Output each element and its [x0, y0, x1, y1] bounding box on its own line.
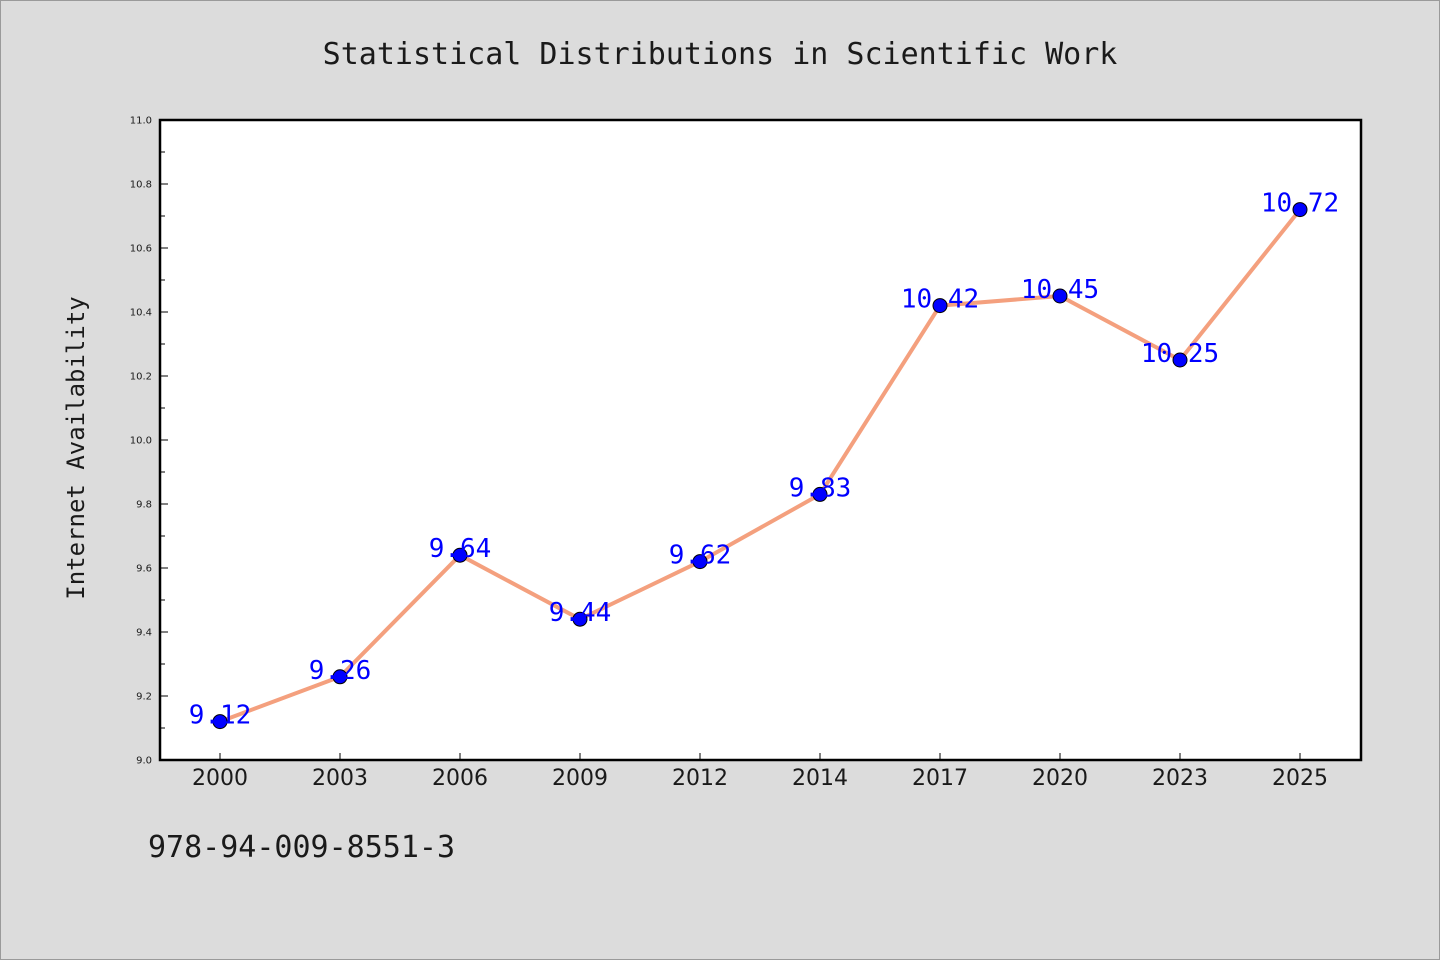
- y-tick-label: 10.4: [130, 308, 152, 319]
- data-label: 9.64: [429, 534, 492, 564]
- data-point: [1052, 288, 1068, 304]
- y-tick-label: 10.2: [130, 372, 152, 383]
- x-tick-label: 2003: [312, 766, 368, 791]
- series-line-group: [218, 207, 1302, 724]
- y-tick-label: 10.8: [130, 180, 152, 191]
- x-axis-ticks: 2000 2003 2006 2009 2012 2014 2017 2020 2023 2025: [192, 753, 1328, 791]
- data-label: 10.45: [1021, 275, 1099, 305]
- y-tick-label: 9.2: [136, 692, 152, 703]
- plot-area: [158, 118, 1363, 762]
- chart-title: Statistical Distributions in Scientific …: [323, 37, 1118, 72]
- x-tick-label: 2014: [792, 766, 848, 791]
- data-label: 10.25: [1141, 339, 1219, 369]
- data-point: [812, 486, 828, 502]
- data-labels: 9.12 9.26 9.64 9.44 9.62 9.83 10.42 10.45 10.25 1…: [189, 189, 1339, 731]
- x-tick-label: 2023: [1152, 766, 1208, 791]
- y-tick-label: 10.0: [130, 436, 152, 447]
- y-tick-label: 9.4: [136, 628, 152, 639]
- x-tick-label: 2009: [552, 766, 608, 791]
- footer-code: 978-94-009-8551-3: [148, 830, 456, 865]
- x-tick-label: 2012: [672, 766, 728, 791]
- y-tick-label: 10.6: [130, 244, 152, 255]
- y-tick-label: 11.0: [130, 116, 152, 127]
- y-tick-label: 9.8: [136, 500, 152, 511]
- x-tick-label: 2017: [912, 766, 968, 791]
- x-tick-label: 2000: [192, 766, 248, 791]
- data-point: [572, 611, 588, 627]
- data-point: [212, 714, 228, 730]
- x-tick-label: 2006: [432, 766, 488, 791]
- y-axis-ticks: 9.0 9.2 9.4 9.6 9.8 10.0 10.2 10.4 10.6 10.8 11.0: [130, 116, 168, 767]
- data-label: 10.42: [901, 285, 979, 315]
- data-label: 9.62: [669, 541, 732, 571]
- data-point: [1292, 202, 1308, 218]
- series-line: [218, 207, 1302, 724]
- x-tick-label: 2020: [1032, 766, 1088, 791]
- data-label: 9.83: [789, 473, 852, 503]
- data-point: [332, 669, 348, 685]
- y-axis-label: Internet Availability: [62, 296, 90, 599]
- x-tick-label: 2025: [1272, 766, 1328, 791]
- data-label: 9.26: [309, 656, 372, 686]
- data-label: 10.72: [1261, 189, 1339, 219]
- data-point: [452, 547, 468, 563]
- data-label: 9.12: [189, 701, 252, 731]
- y-tick-label: 9.0: [136, 756, 152, 767]
- data-markers: [212, 202, 1308, 730]
- y-tick-label: 9.6: [136, 564, 152, 575]
- data-point: [932, 298, 948, 314]
- data-label: 9.44: [549, 598, 612, 628]
- data-point: [1172, 352, 1188, 368]
- data-point: [692, 554, 708, 570]
